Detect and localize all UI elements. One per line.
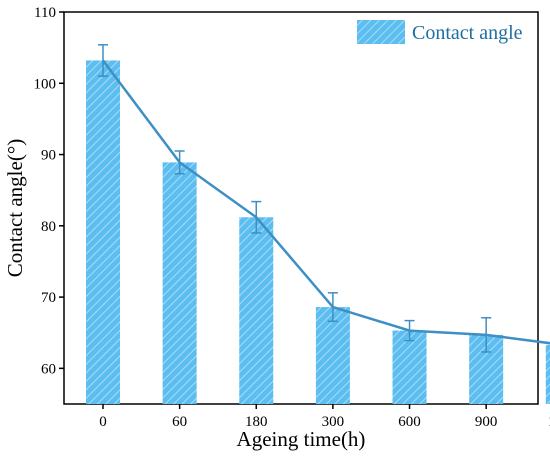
y-tick-label: 70 <box>41 290 56 306</box>
legend-swatch <box>357 20 405 44</box>
trend-line <box>102 59 550 345</box>
y-axis-label: Contact angle(°) <box>3 139 27 277</box>
bar <box>162 162 197 404</box>
y-axis: 60 70 80 90 100 110 <box>34 5 64 377</box>
x-tick-label: 600 <box>398 414 421 430</box>
x-axis-label: Ageing time(h) <box>237 427 366 451</box>
x-tick-label: 1200 <box>548 414 550 430</box>
legend-label: Contact angle <box>412 22 523 44</box>
y-tick-label: 110 <box>34 5 56 21</box>
x-tick-label: 900 <box>475 414 498 430</box>
bar <box>315 307 350 404</box>
legend: Contact angle <box>357 20 523 44</box>
y-tick-label: 80 <box>41 219 56 235</box>
bar <box>392 330 427 404</box>
bar <box>545 344 550 404</box>
x-tick-label: 60 <box>172 414 187 430</box>
plot-frame <box>63 11 539 405</box>
y-tick-label: 100 <box>34 76 57 92</box>
x-tick-label: 300 <box>322 414 345 430</box>
y-tick-label: 60 <box>41 361 56 377</box>
x-axis: 0 60 180 300 600 900 1200 <box>99 404 550 430</box>
bars-group <box>86 60 550 404</box>
bar <box>86 60 120 404</box>
y-tick-label: 90 <box>41 148 56 164</box>
x-tick-label: 180 <box>245 414 268 430</box>
x-tick-label: 0 <box>99 414 107 430</box>
bar <box>239 217 274 404</box>
